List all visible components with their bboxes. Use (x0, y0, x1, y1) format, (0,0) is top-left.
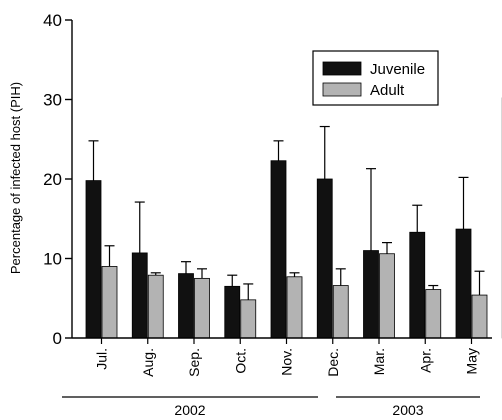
x-tick-label: Oct. (232, 348, 248, 374)
bar-juvenile-4 (270, 160, 287, 339)
legend: Juvenile Adult (312, 50, 439, 106)
x-tick-label: Dec. (325, 348, 341, 377)
year-group-label: 2003 (392, 402, 423, 418)
bar-adult-0 (101, 266, 118, 339)
bar-adult-4 (286, 276, 303, 339)
legend-label-juvenile: Juvenile (370, 61, 425, 78)
bar-adult-7 (425, 289, 442, 339)
bar-juvenile-0 (85, 180, 102, 339)
x-tick-label: Nov. (279, 348, 295, 376)
bar-adult-2 (194, 277, 210, 339)
y-axis-title: Percentage of infected host (PIH) (8, 82, 23, 274)
legend-label-adult: Adult (370, 82, 405, 99)
axes-layer (65, 19, 492, 344)
bar-adult-8 (471, 294, 488, 339)
bar-juvenile-2 (178, 273, 194, 339)
x-tick-label: May (464, 348, 480, 374)
x-tick-label: Apr. (417, 348, 433, 373)
year-groups: 2002 2003 (62, 396, 480, 418)
y-tick-label: 10 (43, 250, 62, 269)
labels-layer: Jul.Aug.Sep.Oct.Nov.Dec.Mar.Apr.MayJun.0… (43, 11, 480, 377)
legend-swatch-adult (322, 82, 362, 97)
x-tick-label: Sep. (186, 348, 202, 377)
bar-adult-6 (379, 253, 395, 339)
y-tick-label: 30 (43, 91, 62, 110)
legend-swatch-juvenile (322, 61, 362, 76)
bars-layer (85, 97, 502, 339)
bar-adult-3 (240, 299, 257, 339)
x-tick-label: Mar. (371, 348, 387, 375)
bar-juvenile-5 (316, 178, 333, 339)
bar-juvenile-6 (363, 250, 379, 339)
bar-adult-1 (147, 274, 164, 339)
bar-juvenile-1 (131, 252, 148, 339)
bar-adult-5 (332, 285, 349, 339)
x-tick-label: Aug. (140, 348, 156, 377)
x-tick-label: Jul. (94, 348, 110, 370)
bar-juvenile-8 (455, 228, 472, 339)
bar-juvenile-3 (224, 285, 241, 339)
bar-juvenile-7 (409, 231, 426, 339)
year-group-label: 2002 (174, 402, 205, 418)
y-tick-label: 40 (43, 11, 62, 30)
y-tick-label: 0 (53, 329, 62, 348)
y-tick-label: 20 (43, 170, 62, 189)
